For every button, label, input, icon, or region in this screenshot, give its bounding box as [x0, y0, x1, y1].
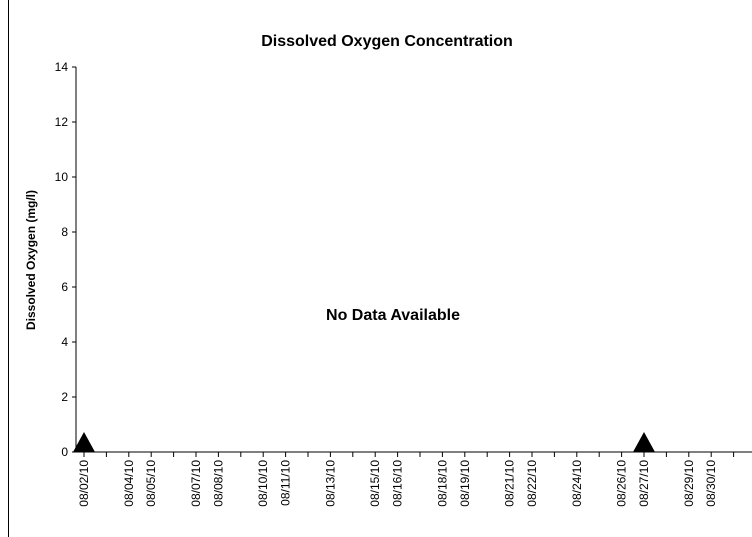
x-tick-label: 08/18/10 — [435, 460, 449, 507]
x-tick-label: 08/05/10 — [144, 460, 158, 507]
x-tick-label: 08/22/10 — [525, 460, 539, 507]
x-tick-label: 08/07/10 — [189, 460, 203, 507]
y-tick-label: 12 — [55, 115, 69, 129]
x-tick-label: 08/15/10 — [368, 460, 382, 507]
x-tick-label: 08/29/10 — [682, 460, 696, 507]
x-tick-label: 08/04/10 — [122, 460, 136, 507]
x-tick-label: 08/02/10 — [77, 460, 91, 507]
annotation: No Data Available — [326, 307, 460, 324]
chart-title: Dissolved Oxygen Concentration — [261, 33, 513, 50]
x-tick-label: 08/21/10 — [503, 460, 517, 507]
y-tick-label: 4 — [61, 335, 68, 349]
x-tick-label: 08/10/10 — [256, 460, 270, 507]
x-tick-label: 08/08/10 — [211, 460, 225, 507]
x-tick-label: 08/27/10 — [637, 460, 651, 507]
y-axis-label: Dissolved Oxygen (mg/l) — [24, 190, 38, 330]
y-tick-label: 8 — [61, 225, 68, 239]
y-tick-label: 10 — [55, 170, 69, 184]
triangle-marker — [633, 432, 655, 452]
x-tick-label: 08/13/10 — [323, 460, 337, 507]
y-tick-label: 0 — [61, 445, 68, 459]
x-tick-label: 08/24/10 — [570, 460, 584, 507]
x-tick-label: 08/11/10 — [279, 460, 293, 506]
y-tick-label: 6 — [61, 280, 68, 294]
x-tick-label: 08/30/10 — [704, 460, 718, 507]
y-tick-label: 14 — [55, 60, 69, 74]
x-tick-label: 08/26/10 — [615, 460, 629, 507]
x-tick-label: 08/16/10 — [391, 460, 405, 507]
triangle-marker — [73, 432, 95, 452]
y-tick-label: 2 — [61, 390, 68, 404]
x-tick-label: 08/19/10 — [458, 460, 472, 507]
